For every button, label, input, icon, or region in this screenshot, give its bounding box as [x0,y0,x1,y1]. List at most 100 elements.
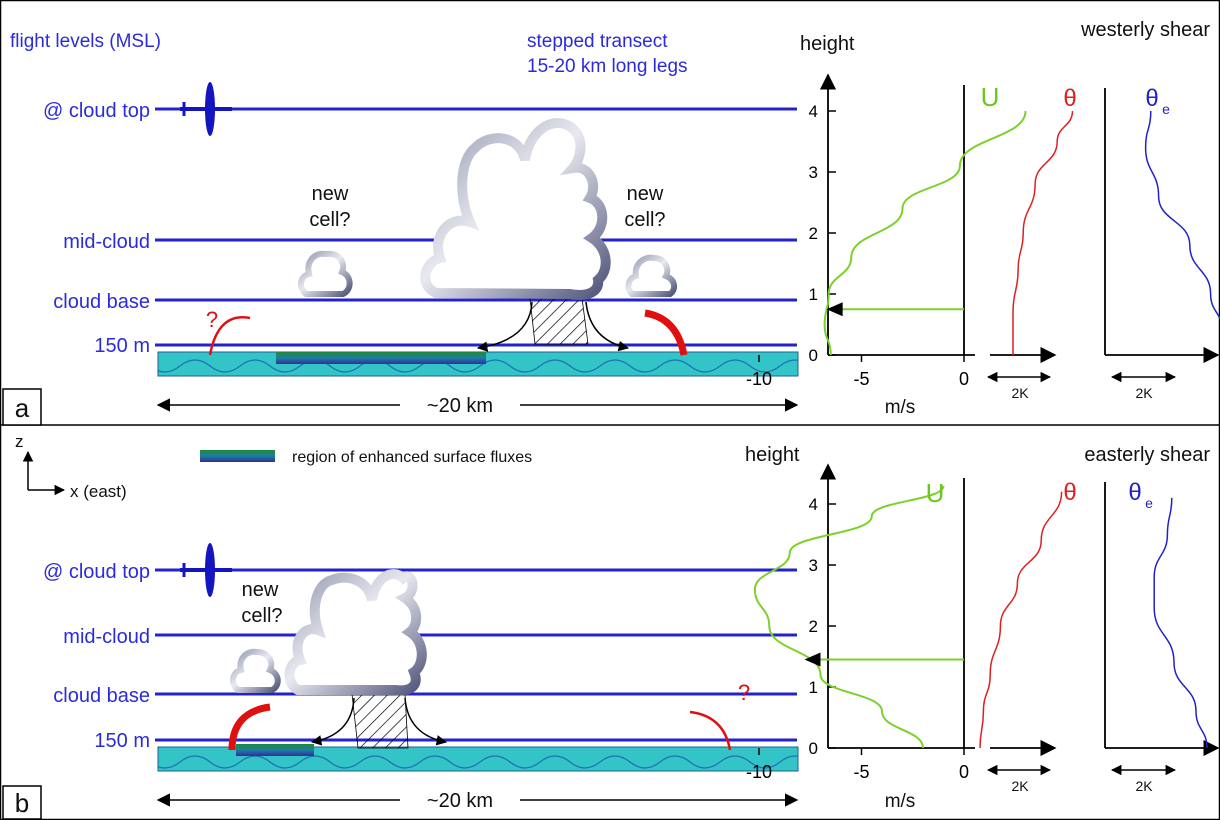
u-label-b: U [926,478,945,508]
distance-label-b: ~20 km [427,790,493,812]
height-tick-label: 0 [809,739,818,758]
panel-b-label: b [15,788,29,818]
outflow-left-b [310,697,355,746]
main-cloud-a [420,118,611,300]
thetae-scale-b: 2K [1135,778,1153,794]
height-tick-label: 4 [809,102,818,121]
distance-label-a: ~20 km [427,395,493,417]
height-label-b: height [745,444,800,466]
u-ticks-b: -10 -5 0 [746,748,969,782]
panel-a-label: a [15,393,30,423]
axes-key: z x (east) [15,432,127,501]
height-tick-label: 3 [809,556,818,575]
panel-a: a flight levels (MSL) stepped transect 1… [2,31,799,426]
theta-label-a: θ [1063,85,1076,112]
axis-z-label: z [15,432,24,451]
profiles-b: easterly shear height 0 1 2 3 4 -10 -5 0 m/s U… [745,444,1220,812]
theta-scale-a: 2K [1011,385,1029,401]
new-cell-b-line2: cell? [241,605,282,627]
thetae-subscript-a: e [1162,101,1170,117]
downdraft-hatch-b [351,693,409,749]
u-units-a: m/s [885,397,916,418]
downdraft-hatch-a [529,297,589,345]
panel-b: b z x (east) region of enhanced surface … [2,432,799,820]
new-cell-b-line1: new [242,579,279,601]
height-tick-label: 4 [809,495,818,514]
label-cloud-base-b: cloud base [53,685,150,707]
ocean-surface-b [157,746,799,772]
theta-profile-b [979,491,1063,749]
height-ticks-a: 0 1 2 3 4 [809,102,836,365]
aircraft-icon-b [180,543,232,597]
gust-front-west-a [208,316,251,356]
height-tick-label: 2 [809,224,818,243]
u-profile-a [823,110,1027,356]
height-tick-label: 1 [809,285,818,304]
height-tick-label: 2 [809,617,818,636]
gust-front-west-b [228,703,271,751]
thetae-label-b: θ [1128,479,1141,506]
shear-label-b: easterly shear [1084,444,1210,466]
u-arrowhead-b [804,652,821,667]
axis-x-label: x (east) [70,482,127,501]
thetae-scale-a: 2K [1135,385,1153,401]
u-profile-b [753,485,945,749]
label-mid-cloud-a: mid-cloud [63,231,150,253]
u-units-b: m/s [885,791,916,812]
profiles-a: westerly shear height 0 1 2 3 4 -10 -5 0 m/s U… [746,19,1220,418]
label-cloud-top-b: @ cloud top [43,561,150,583]
small-cloud-east-a [625,254,678,297]
outflow-left-a [476,301,533,352]
thetae-profile-a [1144,110,1220,321]
flight-levels-title: flight levels (MSL) [10,31,161,52]
transect-note-line2: 15-20 km long legs [527,56,688,77]
legend-flux-swatch [200,450,275,462]
new-cell-east-a-line1: new [627,183,664,205]
shear-label-a: westerly shear [1080,19,1210,41]
thetae-label-a: θ [1145,85,1158,112]
theta-scale-b: 2K [1011,778,1029,794]
theta-label-b: θ [1063,479,1076,506]
outflow-right-b [404,697,448,746]
u-label-a: U [981,82,1000,112]
u-tick-label: -10 [746,369,772,389]
label-cloud-base-a: cloud base [53,291,150,313]
height-tick-label: 1 [809,678,818,697]
new-cell-east-a-line2: cell? [624,209,665,231]
label-mid-cloud-b: mid-cloud [63,626,150,648]
u-tick-label: -5 [853,762,869,782]
height-label-a: height [800,33,855,55]
flux-region-b [236,744,314,756]
small-cloud-west-a [298,250,353,297]
height-tick-label: 0 [809,346,818,365]
u-tick-label: 0 [959,369,969,389]
new-cell-west-a-line1: new [312,183,349,205]
u-tick-label: -5 [853,369,869,389]
height-tick-label: 3 [809,163,818,182]
flux-region-a [276,352,486,364]
u-tick-label: -10 [746,762,772,782]
aircraft-icon [180,82,232,136]
gust-front-east-a [644,309,688,356]
gust-front-question-a: ? [206,307,218,332]
new-cell-west-a-line2: cell? [309,209,350,231]
gust-front-east-b [689,710,732,751]
outflow-right-a [585,301,630,352]
label-150m-b: 150 m [94,730,150,752]
transect-note-line1: stepped transect [527,31,668,52]
label-150m-a: 150 m [94,335,150,357]
thetae-profile-b [1153,497,1208,749]
label-cloud-top-a: @ cloud top [43,100,150,122]
small-cloud-b [230,648,281,693]
main-cloud-b [284,569,427,696]
panel-a-label-box [2,388,42,426]
u-tick-label: 0 [959,762,969,782]
thetae-subscript-b: e [1145,495,1153,511]
theta-profile-a [1012,110,1074,355]
gust-front-question-b: ? [738,680,750,705]
legend-flux-label: region of enhanced surface fluxes [292,449,532,466]
u-arrowhead-a [826,302,843,317]
